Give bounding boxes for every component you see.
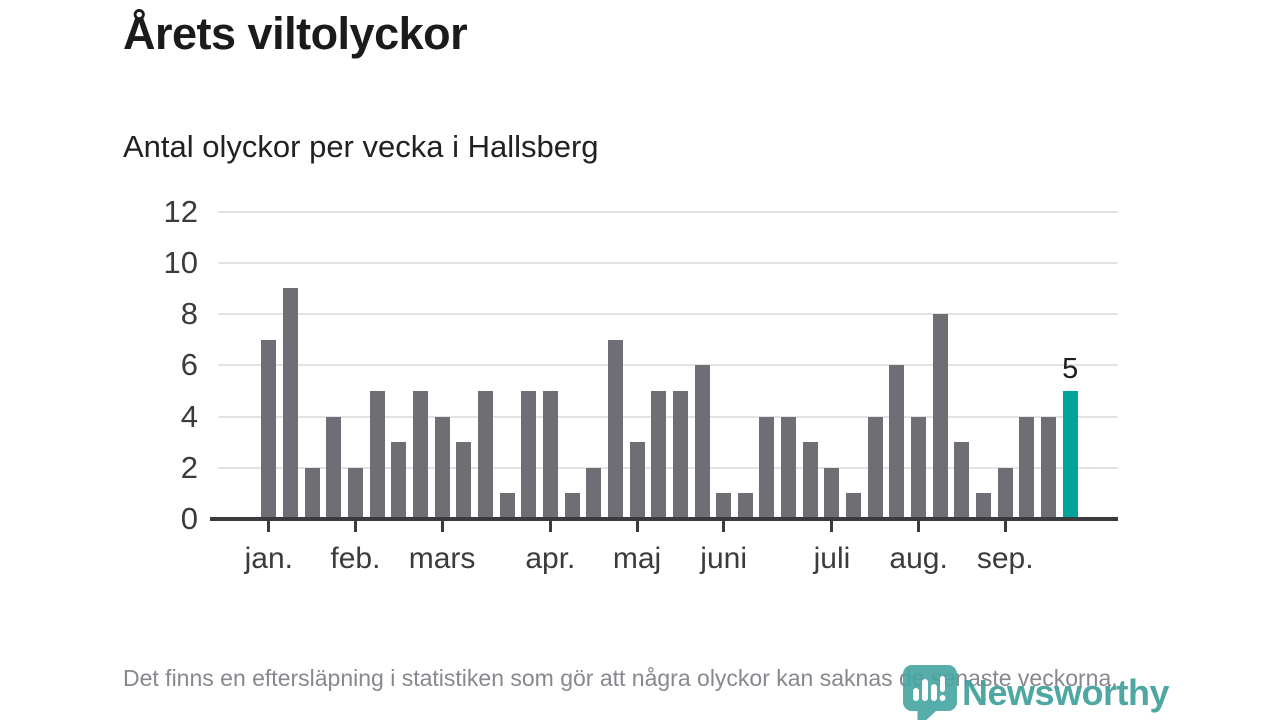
bar — [456, 442, 472, 519]
bar — [716, 493, 732, 519]
bar — [867, 416, 883, 519]
x-axis-tick — [722, 521, 726, 532]
x-axis-tick — [830, 521, 834, 532]
x-axis-label: feb. — [330, 542, 381, 575]
y-axis-label: 10 — [163, 244, 198, 280]
bar — [564, 493, 580, 519]
bar — [846, 493, 862, 519]
x-axis-tick — [267, 521, 271, 532]
newsworthy-logo-icon — [903, 665, 957, 720]
bar — [521, 390, 537, 519]
bar — [1019, 416, 1035, 519]
x-axis-tick — [353, 521, 357, 532]
bar — [282, 288, 298, 519]
bar — [477, 390, 493, 519]
bar — [542, 390, 558, 519]
bar — [824, 467, 840, 519]
bar — [629, 442, 645, 519]
bar — [932, 314, 948, 519]
x-axis-label: maj — [612, 542, 662, 575]
y-axis-label: 0 — [180, 501, 198, 536]
bar — [759, 416, 775, 519]
x-axis-label: aug. — [889, 542, 948, 575]
gridline — [218, 466, 1118, 469]
x-axis-label: juni — [700, 542, 747, 575]
x-axis-tick — [917, 521, 921, 532]
highlight-value-label: 5 — [1062, 352, 1079, 385]
bar — [499, 493, 515, 519]
newsworthy-logo-text: Newsworthy — [962, 672, 1170, 713]
y-axis-label: 12 — [163, 193, 198, 229]
gridline — [218, 210, 1118, 213]
newsworthy-logo: Newsworthy — [900, 660, 1200, 720]
bar — [911, 416, 927, 519]
bar — [802, 442, 818, 519]
y-axis-label: 6 — [180, 347, 198, 383]
bar — [326, 416, 342, 519]
bar — [889, 365, 905, 519]
chart-title: Årets viltolyckor — [123, 8, 468, 59]
bar — [607, 339, 623, 519]
x-axis-tick — [635, 521, 639, 532]
x-axis-label: jan. — [244, 542, 293, 575]
gridline — [218, 415, 1118, 418]
bar — [304, 467, 320, 519]
bar — [391, 442, 407, 519]
bar — [369, 390, 385, 519]
x-axis-label: juli — [813, 542, 851, 575]
x-axis-tick — [1003, 521, 1007, 532]
bar — [1041, 416, 1057, 519]
bar — [651, 390, 667, 519]
x-axis-tick — [548, 521, 552, 532]
bar — [347, 467, 363, 519]
bar — [586, 467, 602, 519]
y-axis-label: 2 — [180, 449, 198, 485]
x-axis-label: apr. — [525, 542, 576, 575]
y-axis-label: 4 — [180, 398, 198, 434]
gridline — [218, 261, 1118, 264]
bar — [694, 365, 710, 519]
x-axis-label: mars — [408, 542, 476, 575]
x-axis-line — [210, 517, 1118, 521]
gridline — [218, 364, 1118, 367]
bar — [412, 390, 428, 519]
gridline — [218, 313, 1118, 315]
bar — [781, 416, 797, 519]
bar — [672, 390, 688, 519]
bar — [997, 467, 1013, 519]
chart-subtitle: Antal olyckor per vecka i Hallsberg — [123, 129, 599, 164]
bar — [434, 416, 450, 519]
bar — [976, 493, 992, 519]
bar-highlighted — [1062, 390, 1078, 519]
bar — [261, 339, 277, 519]
x-axis-label: sep. — [976, 542, 1034, 575]
bar — [737, 493, 753, 519]
x-axis-tick — [440, 521, 444, 532]
bar — [954, 442, 970, 519]
y-axis-label: 8 — [180, 296, 198, 331]
